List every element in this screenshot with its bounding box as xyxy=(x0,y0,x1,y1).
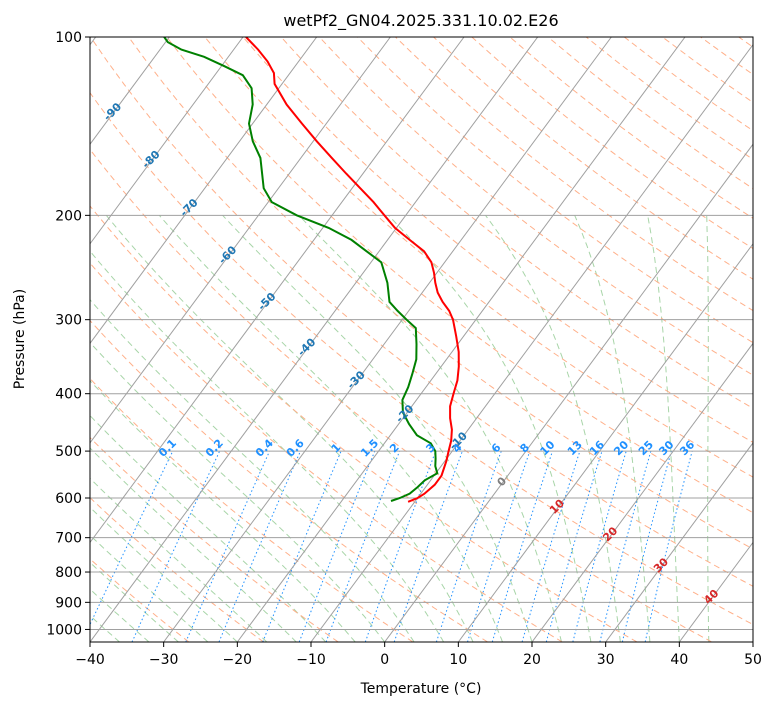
moist-adiabat-line xyxy=(90,250,445,642)
mixing-ratio-line xyxy=(435,450,502,642)
y-tick-label: 700 xyxy=(55,531,82,547)
dry-adiabat-line xyxy=(166,37,753,514)
isotherms xyxy=(90,37,753,642)
isotherm-line xyxy=(236,37,686,642)
moist-adiabat-line xyxy=(222,214,533,642)
temperature-profile-line xyxy=(245,37,460,503)
chart-title: wetPf2_GN04.2025.331.10.02.E26 xyxy=(283,11,558,31)
dry-adiabat-line xyxy=(90,377,414,642)
y-axis-label: Pressure (hPa) xyxy=(12,289,28,389)
moist-adiabat-line xyxy=(90,379,356,642)
moist-adiabats xyxy=(90,214,710,642)
sounding-series xyxy=(163,37,460,503)
mixing-ratio-line xyxy=(467,450,531,642)
isotherm-line xyxy=(90,37,465,544)
isotherm-line xyxy=(163,37,612,642)
y-tick-label: 200 xyxy=(55,208,82,224)
isotherm-line xyxy=(90,37,244,245)
moist-adiabat-line xyxy=(706,215,710,642)
moist-adiabat-line xyxy=(90,506,238,642)
dry-adiabat-line xyxy=(90,205,638,642)
x-tick-label: 10 xyxy=(449,652,467,668)
isotherm-line xyxy=(90,37,318,345)
mixing-ratio-line xyxy=(491,450,553,642)
x-tick-label: −30 xyxy=(149,652,179,668)
mixing-ratio-line xyxy=(218,450,301,642)
dry-adiabat-line xyxy=(280,37,753,409)
dry-adiabat-line xyxy=(128,37,753,550)
mixing-ratio-line xyxy=(364,450,437,642)
mixing-ratio-line xyxy=(521,450,581,642)
mixing-ratio-line xyxy=(262,450,342,642)
isotherm-line xyxy=(90,37,391,444)
moist-adiabat-line xyxy=(574,215,651,642)
moist-adiabat-line xyxy=(105,214,474,642)
y-tick-label: 300 xyxy=(55,313,82,329)
dry-adiabat-line xyxy=(90,262,563,642)
moist-adiabat-line xyxy=(90,414,327,642)
y-tick-label: 900 xyxy=(55,595,82,611)
dry-adiabat-line xyxy=(90,91,753,626)
y-axis: 1000 900 800 700 600 500 400 300 200 100 xyxy=(46,30,90,638)
dewpoint-profile-line xyxy=(163,37,439,502)
x-tick-label: 0 xyxy=(380,652,389,668)
isobars xyxy=(90,37,753,630)
moist-adiabat-line xyxy=(158,214,503,642)
dry-adiabat-line xyxy=(90,148,712,642)
moist-adiabat-line xyxy=(90,341,386,642)
y-tick-label: 100 xyxy=(55,30,82,46)
mixing-ratio-line xyxy=(325,450,401,642)
moist-adiabat-line xyxy=(90,477,268,642)
y-tick-label: 800 xyxy=(55,565,82,581)
mixing-ratio-line xyxy=(599,450,652,642)
moist-adiabat-line xyxy=(90,298,415,642)
dry-adiabat-line xyxy=(357,37,753,344)
y-tick-label: 600 xyxy=(55,491,82,507)
dry-adiabats xyxy=(90,37,753,642)
isotherm-line xyxy=(605,442,753,642)
dry-adiabat-line xyxy=(318,37,753,376)
x-tick-label: 50 xyxy=(744,652,762,668)
y-tick-label: 1000 xyxy=(46,622,82,638)
mixing-ratio-line xyxy=(545,450,603,642)
moist-adiabat-line xyxy=(647,215,680,642)
x-tick-label: 30 xyxy=(597,652,615,668)
isotherm-line xyxy=(90,37,170,146)
x-axis-label: Temperature (°C) xyxy=(360,681,482,697)
mixing-ratio-line xyxy=(621,450,672,642)
x-tick-label: 20 xyxy=(523,652,541,668)
x-tick-label: −40 xyxy=(75,652,105,668)
isotherm-line xyxy=(90,37,539,642)
x-tick-label: −10 xyxy=(296,652,326,668)
isotherm-line xyxy=(310,43,753,642)
mixing-ratio-line xyxy=(572,450,627,642)
plot-frame xyxy=(89,36,754,643)
isotherm-line xyxy=(457,242,753,642)
x-axis: −40 −30 −20 −10 0 10 20 30 40 50 xyxy=(75,642,762,668)
y-tick-label: 500 xyxy=(55,444,82,460)
y-tick-label: 400 xyxy=(55,387,82,403)
mixing-ratio-line xyxy=(185,450,271,642)
isotherm-line xyxy=(384,143,753,642)
x-tick-label: −20 xyxy=(223,652,253,668)
moist-adiabat-line xyxy=(388,214,592,642)
moist-adiabat-line xyxy=(298,214,562,642)
x-tick-label: 40 xyxy=(670,652,688,668)
moist-adiabat-line xyxy=(485,215,621,642)
dry-adiabat-line xyxy=(90,37,753,587)
isotherm-line xyxy=(531,342,753,642)
moist-adiabat-line xyxy=(90,447,297,642)
mixing-ratio-line xyxy=(298,450,376,642)
